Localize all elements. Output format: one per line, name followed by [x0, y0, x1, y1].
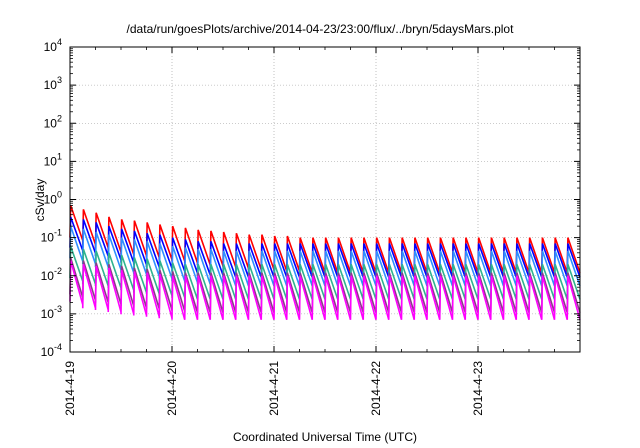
y-tick-label: 102 [44, 113, 62, 130]
y-tick-label: 10-2 [41, 266, 62, 283]
x-axis-label: Coordinated Universal Time (UTC) [232, 430, 418, 444]
x-tick-label: 2014-4-20 [165, 361, 179, 416]
series-line-5 [69, 260, 581, 320]
y-tick-label: 104 [44, 37, 62, 54]
y-tick-label: 10-1 [41, 228, 62, 245]
y-tick-label: 10-4 [41, 342, 62, 359]
y-tick-label: 103 [44, 75, 62, 92]
chart-title: /data/run/goesPlots/archive/2014-04-23/2… [126, 22, 514, 36]
x-tick-label: 2014-4-23 [471, 361, 485, 416]
x-tick-label: 2014-4-19 [63, 361, 77, 416]
y-tick-label: 101 [44, 151, 62, 168]
y-tick-label: 10-3 [41, 304, 62, 321]
y-tick-label: 100 [44, 190, 62, 207]
x-tick-label: 2014-4-21 [267, 361, 281, 416]
x-tick-label: 2014-4-22 [369, 361, 383, 416]
